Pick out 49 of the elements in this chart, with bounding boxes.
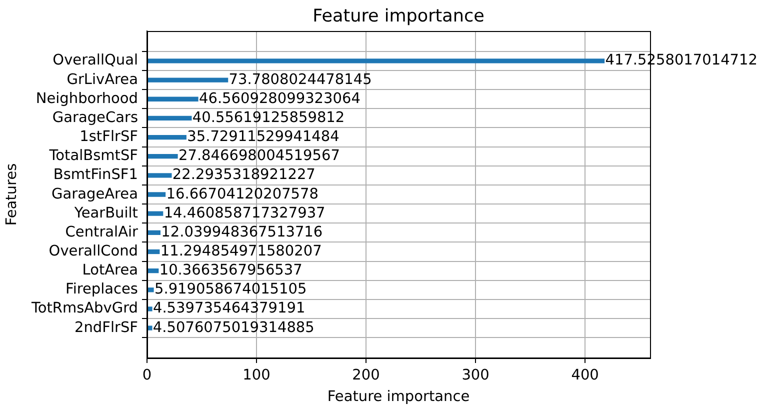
y-tick-label: Neighborhood	[36, 90, 138, 107]
y-tick-label: Fireplaces	[66, 282, 138, 298]
x-tick-label: 0	[142, 367, 152, 384]
y-tick-label: OverallCond	[48, 243, 138, 260]
data-label: 73.7808024478145	[228, 72, 372, 88]
data-label: 11.294854971580207	[160, 243, 322, 260]
bar	[147, 78, 228, 82]
y-tick-label: 2ndFlrSF	[74, 320, 138, 336]
bar	[147, 116, 192, 121]
bar	[147, 58, 605, 64]
bar	[147, 134, 186, 140]
data-label: 22.2935318921227	[172, 167, 316, 184]
y-tick-label: LotArea	[82, 262, 138, 279]
bar	[147, 154, 178, 159]
y-tick-label: YearBuilt	[73, 205, 138, 222]
y-tick-label: TotalBsmtSF	[48, 148, 138, 164]
data-label: 27.846698004519567	[178, 148, 340, 164]
bar	[147, 173, 172, 178]
bar	[147, 211, 164, 216]
y-tick-label: OverallQual	[52, 52, 138, 69]
bar	[147, 306, 152, 312]
y-axis-title: Features	[4, 163, 20, 226]
x-tick-label: 100	[242, 367, 270, 384]
data-label: 46.560928099323064	[198, 90, 360, 107]
data-label: 5.919058674015105	[154, 282, 307, 298]
data-label: 10.3663567956537	[159, 262, 302, 279]
bar	[147, 326, 152, 330]
data-label: 16.66704120207578	[166, 186, 318, 202]
bar	[147, 230, 161, 235]
y-tick-label: GarageArea	[52, 186, 138, 202]
data-label: 40.55619125859812	[192, 110, 345, 126]
y-tick-label: GarageCars	[52, 110, 138, 126]
y-tick-label: TotRmsAbvGrd	[30, 300, 138, 317]
x-tick-label: 300	[462, 367, 490, 384]
y-tick-label: CentralAir	[65, 224, 138, 240]
data-label: 12.039948367513716	[161, 224, 323, 240]
data-label: 4.5076075019314885	[152, 320, 314, 336]
data-label: 4.539735464379191	[152, 300, 306, 317]
x-axis-title: Feature importance	[327, 388, 470, 405]
x-tick-label: 400	[571, 367, 599, 384]
x-tick-label: 200	[352, 367, 380, 384]
chart-title: Feature importance	[312, 6, 484, 27]
y-tick-label: 1stFlrSF	[80, 129, 138, 146]
data-label: 35.72911529941484	[187, 129, 340, 146]
y-tick-label: BsmtFinSF1	[53, 167, 138, 184]
data-label: 14.460858717327937	[164, 205, 326, 222]
bar	[147, 96, 198, 102]
y-tick-label: GrLivArea	[66, 72, 138, 88]
bar	[147, 192, 166, 197]
